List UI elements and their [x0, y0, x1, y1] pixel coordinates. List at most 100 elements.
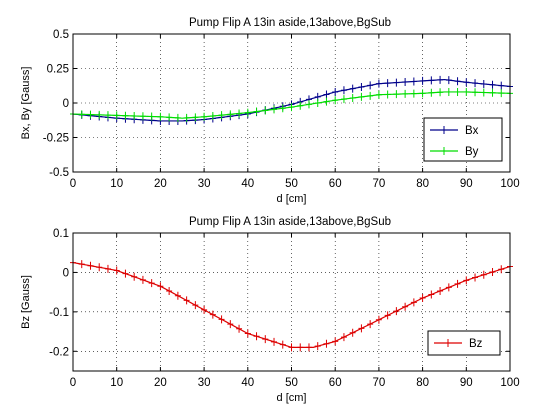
x-tick-label: 10 — [110, 178, 123, 190]
data-point-by — [209, 111, 216, 120]
y-tick-label: -0.25 — [43, 133, 69, 145]
y-tick-label: 0 — [63, 267, 69, 279]
data-point-bz — [122, 269, 129, 278]
data-point-by — [139, 112, 146, 121]
data-point-by — [279, 104, 286, 113]
data-point-by — [454, 87, 461, 96]
data-point-bz — [367, 320, 374, 329]
x-tick-label: 100 — [500, 178, 519, 190]
data-point-bx — [498, 81, 505, 90]
data-point-by — [271, 105, 278, 114]
data-point-by — [87, 110, 94, 119]
data-point-bz — [410, 298, 417, 307]
data-point-by — [393, 90, 400, 99]
data-point-bz — [314, 342, 321, 351]
data-point-bz — [445, 283, 452, 292]
data-point-bz — [402, 302, 409, 311]
data-point-bz — [131, 272, 138, 281]
series-layer — [70, 258, 513, 352]
data-point-by — [445, 87, 452, 96]
data-point-bz — [183, 296, 190, 305]
x-tick-label: 100 — [500, 377, 519, 389]
data-point-bz — [463, 276, 470, 285]
data-point-bz — [489, 268, 496, 277]
data-point-bx — [332, 87, 339, 96]
data-point-bz — [358, 324, 365, 333]
data-point-by — [463, 87, 470, 96]
data-point-by — [410, 89, 417, 98]
x-tick-label: 40 — [241, 178, 254, 190]
y-tick-label: -0.5 — [49, 167, 69, 179]
data-point-bz — [139, 275, 146, 284]
x-tick-label: 80 — [416, 178, 429, 190]
data-point-bx — [489, 80, 496, 89]
x-tick-label: 0 — [70, 178, 76, 190]
x-tick-label: 90 — [460, 377, 473, 389]
data-point-bz — [96, 263, 103, 272]
data-point-bz — [218, 315, 225, 324]
data-point-by — [349, 94, 356, 103]
data-point-bz — [244, 329, 251, 338]
data-point-bx — [340, 86, 347, 95]
chart-bx-by: Pump Flip A 13in aside,13above,BgSub 0 10… — [20, 17, 520, 205]
data-point-bx — [358, 82, 365, 91]
x-tick-label: 60 — [329, 377, 342, 389]
legend-label-bx: Bx — [465, 125, 479, 137]
data-point-bz — [201, 305, 208, 314]
data-point-by — [367, 91, 374, 100]
data-point-by — [297, 101, 304, 110]
chart-title: Pump Flip A 13in aside,13above,BgSub — [189, 17, 391, 29]
chart-bz: Pump Flip A 13in aside,13above,BgSub 0 10… — [20, 216, 520, 404]
legend-marker-bz — [445, 339, 451, 347]
x-tick-label: 50 — [285, 178, 298, 190]
data-point-bx — [367, 81, 374, 90]
data-point-by — [489, 88, 496, 97]
data-point-bz — [498, 265, 505, 274]
data-point-by — [244, 108, 251, 117]
y-tick-label: 0.1 — [53, 228, 69, 240]
data-point-bz — [393, 307, 400, 316]
y-tick-label: -0.1 — [49, 307, 69, 319]
data-point-bz — [323, 339, 330, 348]
data-point-bz — [454, 279, 461, 288]
data-point-by — [113, 111, 120, 120]
legend: Bx By — [423, 117, 503, 162]
data-point-by — [122, 111, 129, 120]
data-point-by — [78, 110, 85, 119]
data-point-bz — [340, 333, 347, 342]
legend-label-by: By — [465, 146, 479, 158]
x-tick-label: 40 — [241, 377, 254, 389]
data-point-bz — [271, 337, 278, 346]
data-point-bx — [375, 79, 382, 88]
y-tick-label: 0.25 — [47, 64, 69, 76]
x-tick-label: 10 — [110, 377, 123, 389]
data-point-bz — [472, 273, 479, 282]
data-point-bx — [454, 77, 461, 86]
data-point-by — [480, 88, 487, 97]
y-tick-label: 0.5 — [53, 29, 69, 41]
data-point-by — [332, 96, 339, 105]
data-point-bz — [209, 310, 216, 319]
data-point-bx — [384, 79, 391, 88]
x-tick-label: 20 — [154, 178, 167, 190]
legend: Bz — [427, 330, 501, 356]
data-point-bx — [410, 77, 417, 86]
data-point-bx — [402, 78, 409, 87]
data-point-bz — [332, 337, 339, 346]
data-point-bx — [472, 79, 479, 88]
data-point-by — [96, 110, 103, 119]
data-point-bz — [375, 315, 382, 324]
tick-layer: 0 10 20 30 40 50 60 70 80 90 100 -0.5 -0.25 0 0.25 0.5 — [43, 29, 520, 190]
y-tick-label: 0 — [63, 98, 69, 110]
data-point-bz — [192, 301, 199, 310]
y-axis-label: Bx, By [Gauss] — [20, 67, 32, 140]
legend-entries: Bz — [434, 338, 483, 350]
data-point-by — [166, 113, 173, 122]
data-point-bz — [288, 343, 295, 352]
data-point-bz — [419, 294, 426, 303]
data-point-by — [183, 113, 190, 122]
data-point-bz — [384, 311, 391, 320]
data-point-by — [402, 89, 409, 98]
series-layer — [70, 75, 513, 125]
